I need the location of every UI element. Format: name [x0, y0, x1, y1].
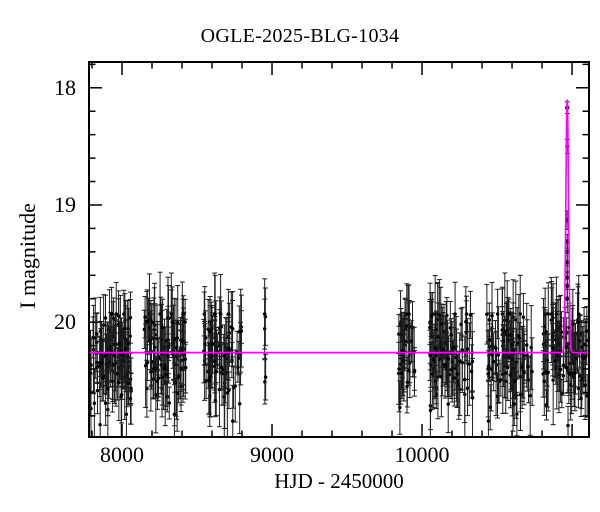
x-tick-label: 9000: [250, 442, 295, 467]
axes-frame: [88, 61, 590, 438]
model-light-curve: [89, 99, 589, 354]
x-tick-label: 10000: [394, 442, 450, 467]
data-points-group: [89, 101, 589, 437]
x-tick-label: 8000: [100, 442, 144, 467]
y-tick-label: 18: [54, 74, 76, 100]
y-tick-label: 20: [54, 309, 76, 335]
x-axis-label: HJD - 2450000: [274, 469, 404, 493]
chart-title: OGLE-2025-BLG-1034: [200, 25, 400, 47]
y-tick-label: 19: [54, 191, 76, 217]
